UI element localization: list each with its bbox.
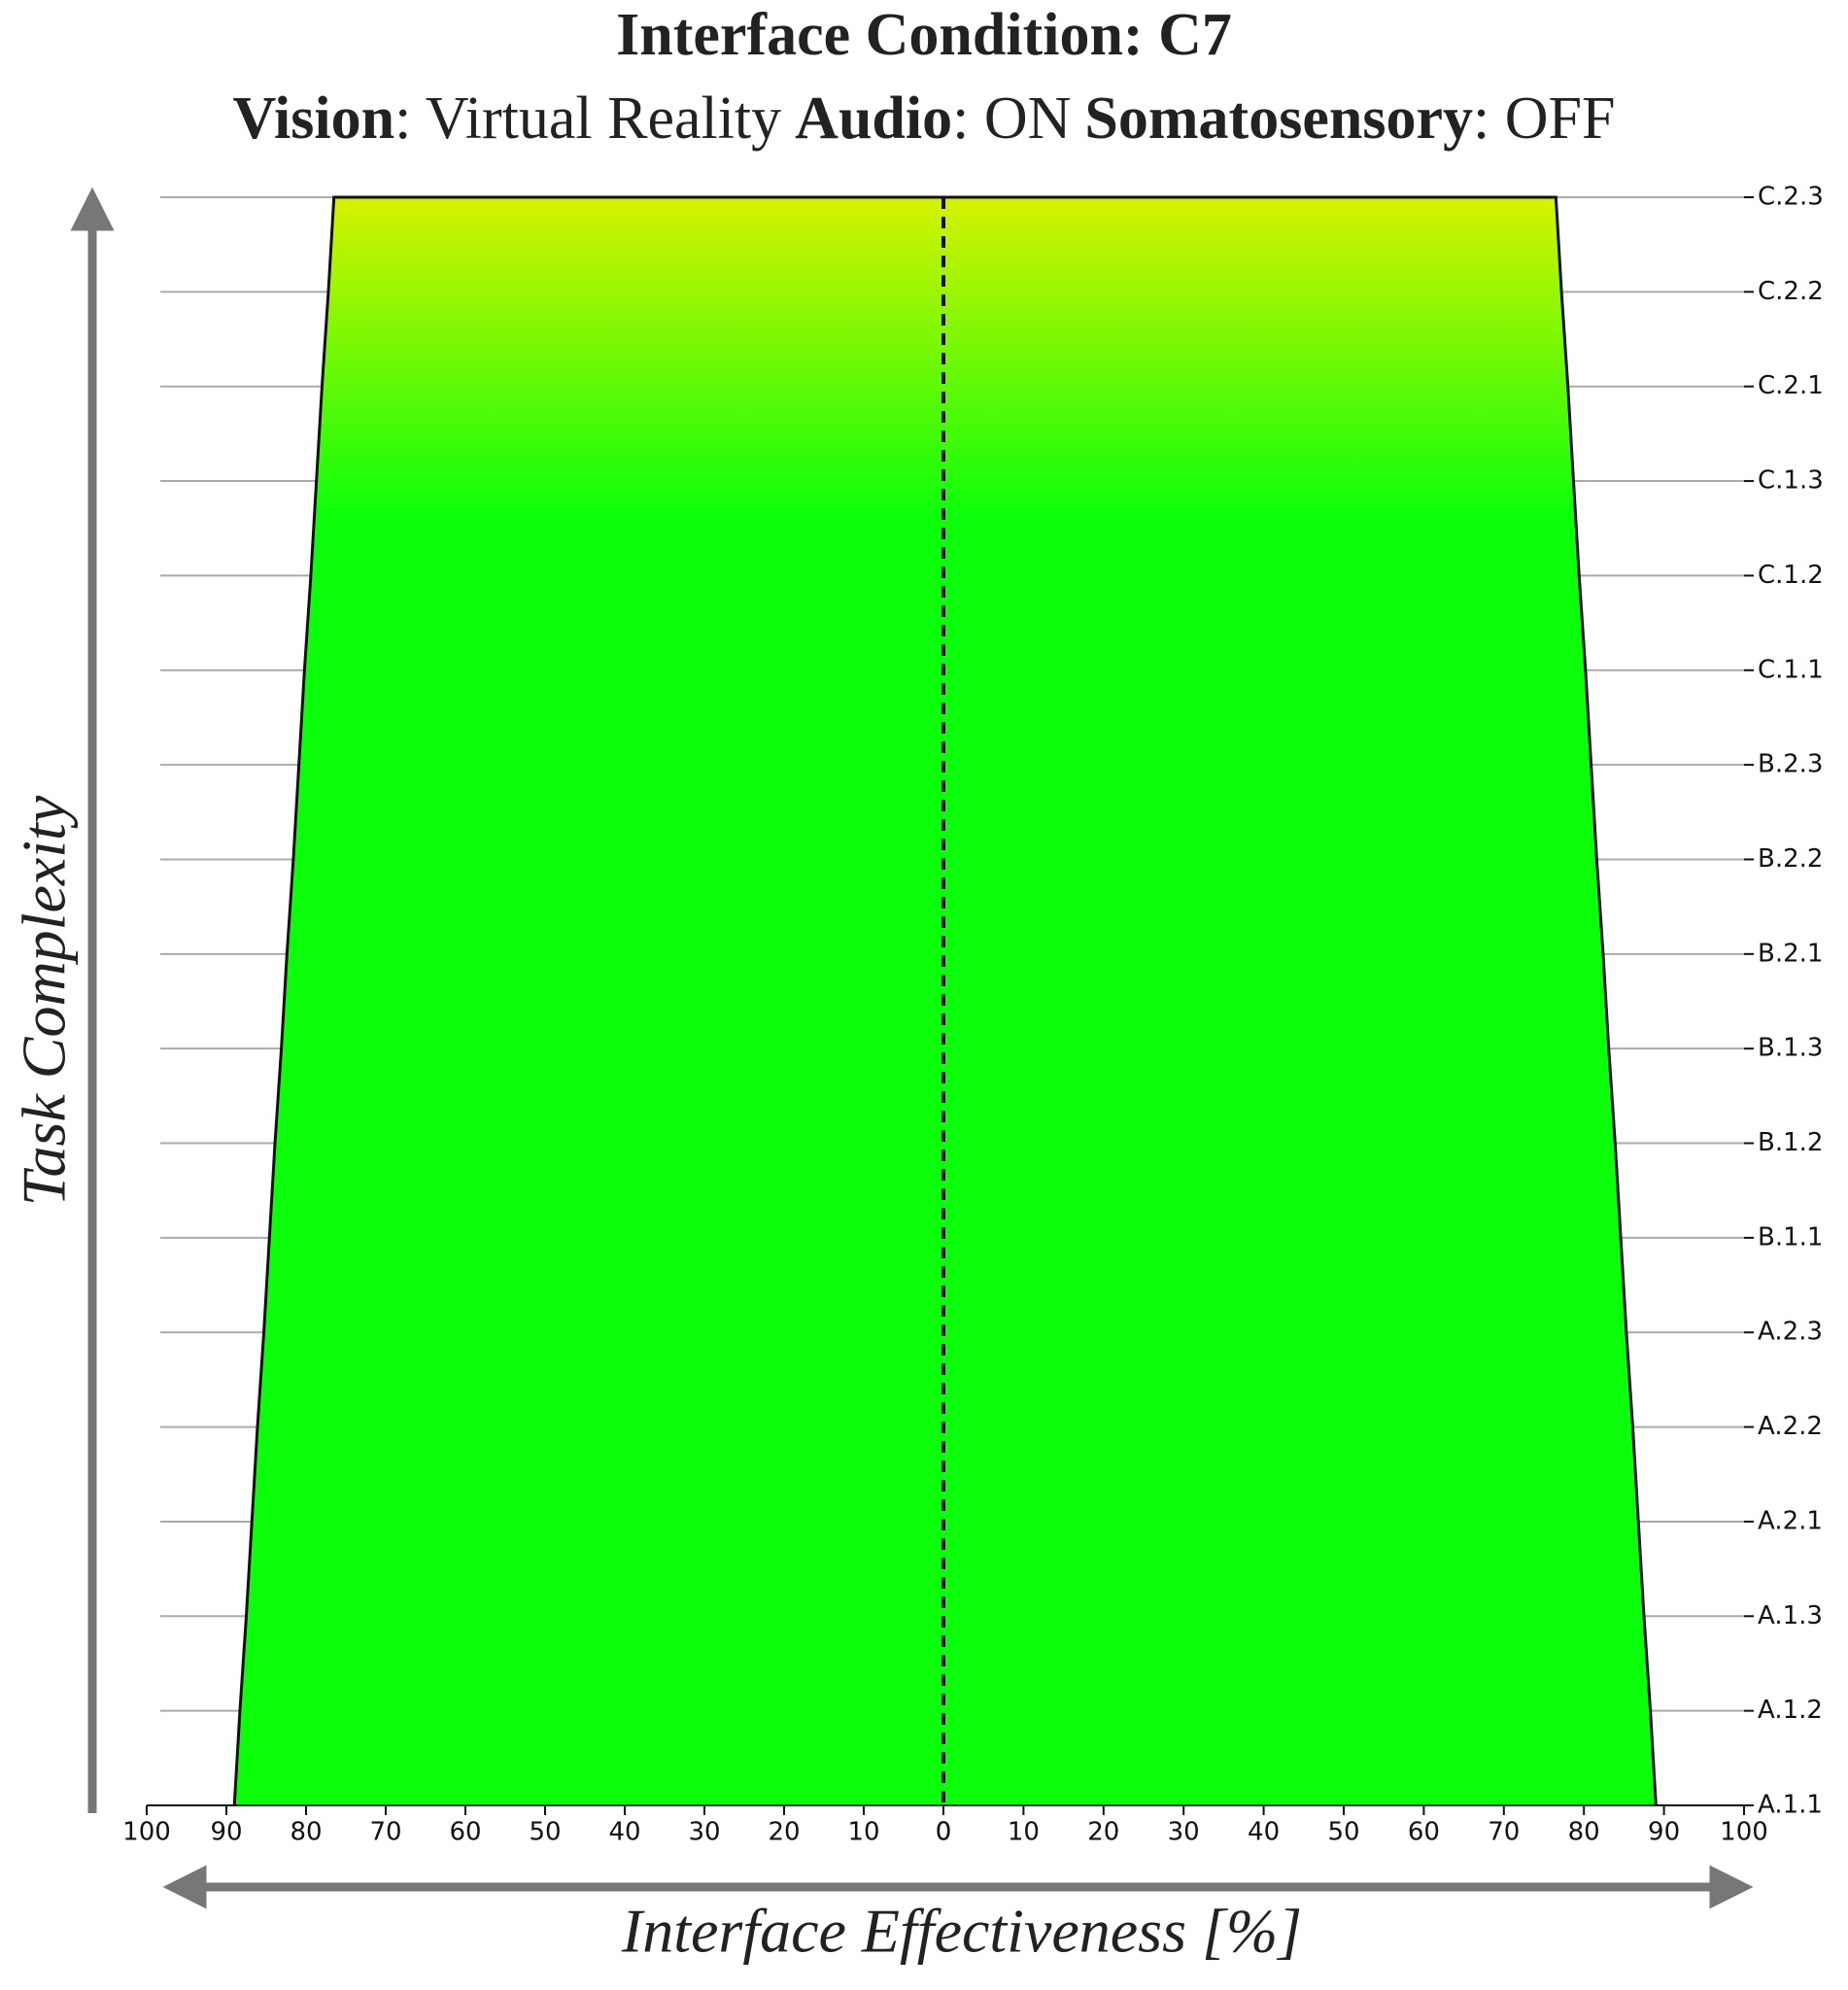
subtitle-part: : Virtual Reality bbox=[394, 86, 781, 152]
x-tick-label: 10 bbox=[1008, 1818, 1040, 1847]
subtitle-part: : ON bbox=[952, 86, 1071, 152]
x-tick-label: 90 bbox=[1648, 1818, 1680, 1847]
chart-title: Interface Condition: C7 bbox=[616, 2, 1232, 68]
x-tick-label: 90 bbox=[210, 1818, 242, 1847]
x-tick-label: 30 bbox=[688, 1818, 720, 1847]
x-tick-label: 20 bbox=[1087, 1818, 1119, 1847]
x-tick-label: 40 bbox=[1248, 1818, 1280, 1847]
subtitle-part: : OFF bbox=[1473, 86, 1615, 152]
subtitle-part: Audio bbox=[795, 86, 952, 152]
y-tick-label: C.2.2 bbox=[1758, 277, 1824, 306]
y-tick-label: C.1.1 bbox=[1758, 655, 1824, 684]
y-tick-label: A.1.1 bbox=[1758, 1791, 1823, 1820]
x-tick-label: 80 bbox=[290, 1818, 322, 1847]
chart-subtitle: Vision: Virtual Reality Audio: ON Somatose… bbox=[233, 86, 1616, 152]
y-tick-label: C.1.2 bbox=[1758, 561, 1824, 590]
y-tick-label: B.2.1 bbox=[1758, 939, 1823, 968]
y-tick-label: C.2.1 bbox=[1758, 371, 1824, 400]
y-tick-label: A.2.1 bbox=[1758, 1506, 1823, 1535]
x-tick-label: 10 bbox=[847, 1818, 879, 1847]
x-tick-label: 70 bbox=[369, 1818, 401, 1847]
x-tick-label: 100 bbox=[1720, 1818, 1768, 1847]
subtitle-part: Vision bbox=[233, 86, 395, 152]
y-axis-label: Task Complexity bbox=[10, 795, 79, 1206]
x-tick-label: 70 bbox=[1488, 1818, 1520, 1847]
y-tick-label: C.2.3 bbox=[1758, 183, 1824, 212]
y-tick-label: B.2.2 bbox=[1758, 844, 1823, 874]
area-outline bbox=[943, 195, 1658, 1806]
y-tick-label: B.2.3 bbox=[1758, 750, 1823, 779]
subtitle-part: Somatosensory bbox=[1084, 86, 1473, 152]
area bbox=[234, 197, 943, 1805]
y-tick-label: B.1.1 bbox=[1758, 1222, 1823, 1252]
y-tick-label: A.1.2 bbox=[1758, 1696, 1823, 1725]
x-tick-label: 20 bbox=[768, 1818, 800, 1847]
x-axis-label: Interface Effectiveness [%] bbox=[621, 1897, 1302, 1966]
x-tick-label: 60 bbox=[1408, 1818, 1440, 1847]
y-tick-label: A.1.3 bbox=[1758, 1601, 1823, 1630]
y-tick-label: A.2.3 bbox=[1758, 1318, 1823, 1347]
x-tick-label: 60 bbox=[449, 1818, 481, 1847]
y-tick-label: A.2.2 bbox=[1758, 1412, 1823, 1441]
x-tick-label: 0 bbox=[936, 1818, 952, 1847]
y-tick-label: B.1.2 bbox=[1758, 1128, 1823, 1157]
x-tick-label: 50 bbox=[529, 1818, 561, 1847]
y-tick-label: C.1.3 bbox=[1758, 466, 1824, 496]
x-tick-label: 0 bbox=[936, 1818, 952, 1847]
x-tick-label: 30 bbox=[1168, 1818, 1200, 1847]
area bbox=[943, 197, 1657, 1805]
x-tick-label: 100 bbox=[122, 1818, 171, 1847]
x-tick-label: 40 bbox=[608, 1818, 640, 1847]
x-tick-label: 50 bbox=[1327, 1818, 1359, 1847]
area-outline bbox=[232, 195, 943, 1806]
y-tick-label: B.1.3 bbox=[1758, 1034, 1823, 1063]
x-tick-label: 80 bbox=[1568, 1818, 1600, 1847]
